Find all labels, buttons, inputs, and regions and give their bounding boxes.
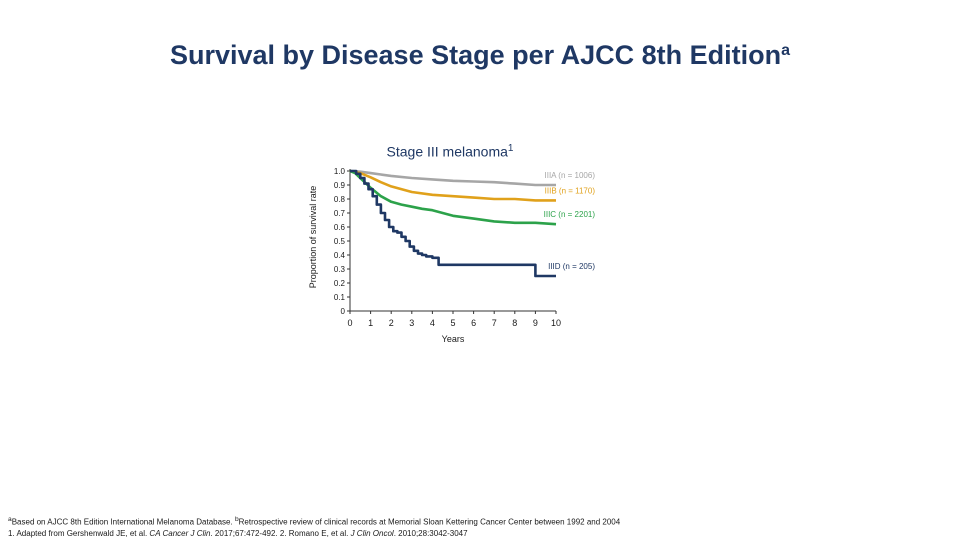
y-tick-label: 0.1 [334,293,346,302]
series-label-3: IIID (n = 205) [548,262,595,271]
x-axis-label: Years [442,334,465,344]
y-tick-label: 0.6 [334,223,346,232]
y-tick-label: 0.3 [334,265,346,274]
x-tick-label: 5 [450,318,455,328]
x-tick-label: 1 [368,318,373,328]
y-tick-label: 0 [341,307,346,316]
y-tick-label: 0.9 [334,181,346,190]
x-tick-label: 2 [389,318,394,328]
series-line-3 [350,169,556,278]
series-label-1: IIIB (n = 1170) [545,186,596,195]
series-line-2 [349,169,557,226]
x-tick-label: 8 [512,318,517,328]
y-tick-label: 1.0 [334,167,346,176]
x-tick-label: 0 [347,318,352,328]
x-tick-label: 10 [551,318,561,328]
series-line-0 [349,169,556,187]
chart-title-superscript: 1 [507,143,514,154]
y-tick-label: 0.5 [334,237,346,246]
x-tick-label: 3 [409,318,414,328]
x-tick-label: 4 [430,318,435,328]
footnote-line-1: aBased on AJCC 8th Edition International… [8,516,621,527]
slide-title: Survival by Disease Stage per AJCC 8th E… [169,40,791,70]
footnote: aBased on AJCC 8th Edition International… [8,514,620,539]
footnote-line-2: 1. Adapted from Gershenwald JE, et al. C… [8,528,468,538]
x-tick-label: 7 [492,318,497,328]
y-axis-label: Proportion of survival rate [308,186,318,289]
y-tick-label: 0.2 [334,279,346,288]
y-tick-label: 0.8 [334,195,346,204]
x-tick-label: 9 [533,318,538,328]
series-line-1 [349,169,556,202]
y-tick-label: 0.7 [334,209,346,218]
series-label-0: IIIA (n = 1006) [545,171,596,180]
title-superscript: a [781,42,791,59]
chart-title: Stage III melanoma1 [386,143,514,160]
x-tick-label: 6 [471,318,476,328]
y-tick-label: 0.4 [334,251,346,260]
series-label-2: IIIC (n = 2201) [544,210,596,219]
